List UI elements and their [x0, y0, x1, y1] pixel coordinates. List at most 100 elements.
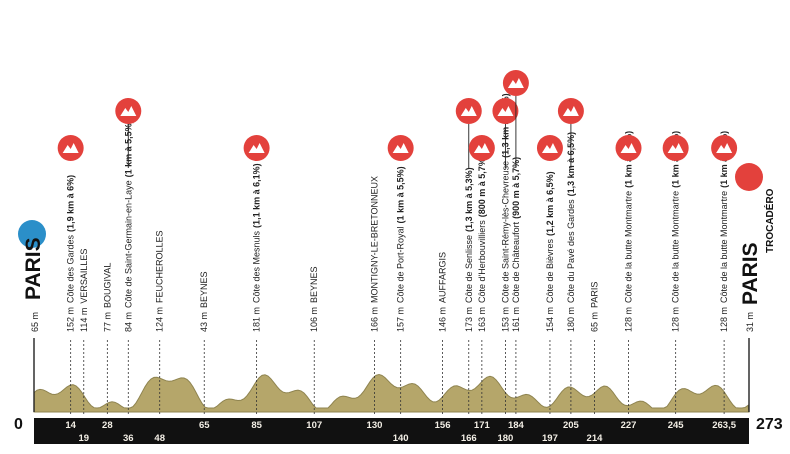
climb-marker	[455, 98, 482, 168]
climb-marker	[536, 135, 563, 161]
point-altitude: 173 m	[464, 307, 474, 332]
point-name: MONTIGNY-LE-BRETONNEUX	[369, 176, 379, 303]
point-altitude: 166 m	[369, 307, 379, 332]
point-name: Côte de Saint-Germain-en-Laye	[123, 180, 133, 308]
elevation-profile	[33, 373, 750, 413]
point-name: Côte de Châteaufort	[511, 221, 521, 303]
point-name: VERSAILLES	[79, 249, 89, 304]
km-label: 166	[461, 433, 477, 444]
km-label: 65	[199, 420, 210, 431]
km-label: 171	[474, 420, 491, 431]
point-altitude: 152 m	[66, 307, 76, 332]
point-label: 154 m Côte de Bièvres (1,2 km à 6,5%)	[545, 171, 555, 332]
point-altitude: 157 m	[396, 307, 406, 332]
point-altitude: 84 m	[123, 312, 133, 332]
point-altitude: 146 m	[438, 307, 448, 332]
km-label: 36	[123, 433, 134, 444]
point-name: PARIS	[589, 282, 599, 308]
finish-km-label: 273	[756, 416, 783, 433]
climb-marker	[492, 98, 519, 168]
point-label: 124 m FEUCHEROLLES	[155, 230, 165, 332]
point-altitude: 65 m	[589, 312, 599, 332]
climb-stats: (800 m à 5,7%)	[477, 155, 487, 217]
point-label: 43 m BEYNES	[199, 271, 209, 332]
start-city-label: PARIS	[22, 237, 45, 300]
climb-marker	[711, 135, 738, 161]
point-name: BOUGIVAL	[102, 263, 112, 308]
finish-marker	[735, 163, 763, 191]
point-name: Côte de Senlisse	[464, 235, 474, 303]
point-label: 146 m AUFFARGIS	[438, 252, 448, 332]
km-label: 245	[668, 420, 685, 431]
km-label: 214	[587, 433, 604, 444]
point-altitude: 77 m	[102, 312, 112, 332]
point-altitude: 114 m	[79, 308, 89, 332]
km-label: 263,5	[712, 420, 736, 431]
point-label: 152 m Côte des Gardes (1,9 km à 6%)	[66, 175, 76, 332]
point-name: Côte des Gardes	[66, 234, 76, 303]
point-label: 163 m Côte d'Herbouvilliers (800 m à 5,7%)	[477, 155, 487, 332]
climb-marker	[57, 135, 84, 161]
point-label: 65 m PARIS	[589, 282, 599, 332]
point-label: 128 mCôte de la butte Montmartre(1 km à …	[719, 131, 729, 332]
point-name: Côte de la butte Montmartre	[624, 191, 634, 303]
point-label: 161 m Côte de Châteaufort (900 m à 5,7%)	[511, 157, 521, 332]
mountain-icon	[473, 143, 490, 153]
mountain-icon	[460, 106, 477, 116]
climb-stats: (1,9 km à 6%)	[66, 175, 76, 232]
point-name: Côte de Saint-Rémy-lès-Chevreuse	[500, 161, 510, 303]
point-name: BEYNES	[199, 271, 209, 308]
km-label: 85	[251, 420, 262, 431]
climb-marker	[243, 135, 270, 161]
point-altitude: 128 m	[671, 307, 681, 332]
mountain-icon	[248, 143, 265, 153]
point-altitude: 124 m	[155, 307, 165, 332]
point-name: Côte du Pavé des Gardes	[566, 199, 576, 303]
km-label: 19	[78, 433, 89, 444]
start-marker	[18, 220, 46, 248]
point-altitude: 106 m	[309, 307, 319, 332]
point-label: 114 m VERSAILLES	[79, 249, 89, 332]
point-name: Côte d'Herbouvilliers	[477, 220, 487, 303]
climb-marker	[387, 135, 414, 161]
km-label: 184	[508, 420, 525, 431]
mountain-icon	[392, 143, 409, 153]
point-label: 181 m Côte des Mesnuls (1,1 km à 6,1%)	[252, 163, 262, 332]
point-altitude: 128 m	[624, 307, 634, 332]
climb-stats: (1,1 km à 6,1%)	[252, 163, 262, 228]
km-label: 14	[65, 420, 76, 431]
km-label: 140	[393, 433, 409, 444]
point-name: Côte de Port-Royal	[396, 226, 406, 303]
mountain-icon	[62, 143, 79, 153]
finish-sub-label: TROCADÉRO	[763, 188, 776, 253]
climb-marker	[557, 98, 584, 168]
mountain-icon	[541, 143, 558, 153]
mountain-icon	[497, 106, 514, 116]
finish-city-label: PARIS	[739, 242, 762, 305]
point-label: 157 m Côte de Port-Royal (1 km à 5,5%)	[396, 166, 406, 332]
point-altitude: 154 m	[545, 307, 555, 332]
climb-marker	[502, 70, 529, 168]
km-label: 197	[542, 433, 558, 444]
mountain-icon	[716, 143, 733, 153]
point-name: BEYNES	[309, 266, 319, 303]
km-label: 48	[154, 433, 165, 444]
climb-stats: (1,2 km à 6,5%)	[545, 171, 555, 236]
point-name: Côte de la butte Montmartre	[671, 191, 681, 303]
point-altitude: 161 m	[511, 307, 521, 332]
mountain-icon	[620, 143, 637, 153]
point-label: 106 m BEYNES	[309, 266, 319, 332]
point-altitude: 128 m	[719, 307, 729, 332]
point-altitude: 180 m	[566, 307, 576, 332]
point-name: FEUCHEROLLES	[155, 230, 165, 303]
km-label: 28	[102, 420, 113, 431]
point-altitude: 163 m	[477, 307, 487, 332]
climb-stats: (900 m à 5,7%)	[511, 157, 521, 219]
km-label: 107	[306, 420, 322, 431]
mountain-icon	[667, 143, 684, 153]
point-altitude: 43 m	[199, 312, 209, 332]
distance-axis-bar	[34, 418, 749, 444]
climb-stats: (1,3 km à 5,3%)	[464, 167, 474, 232]
point-label: 166 m MONTIGNY-LE-BRETONNEUX	[369, 176, 379, 332]
